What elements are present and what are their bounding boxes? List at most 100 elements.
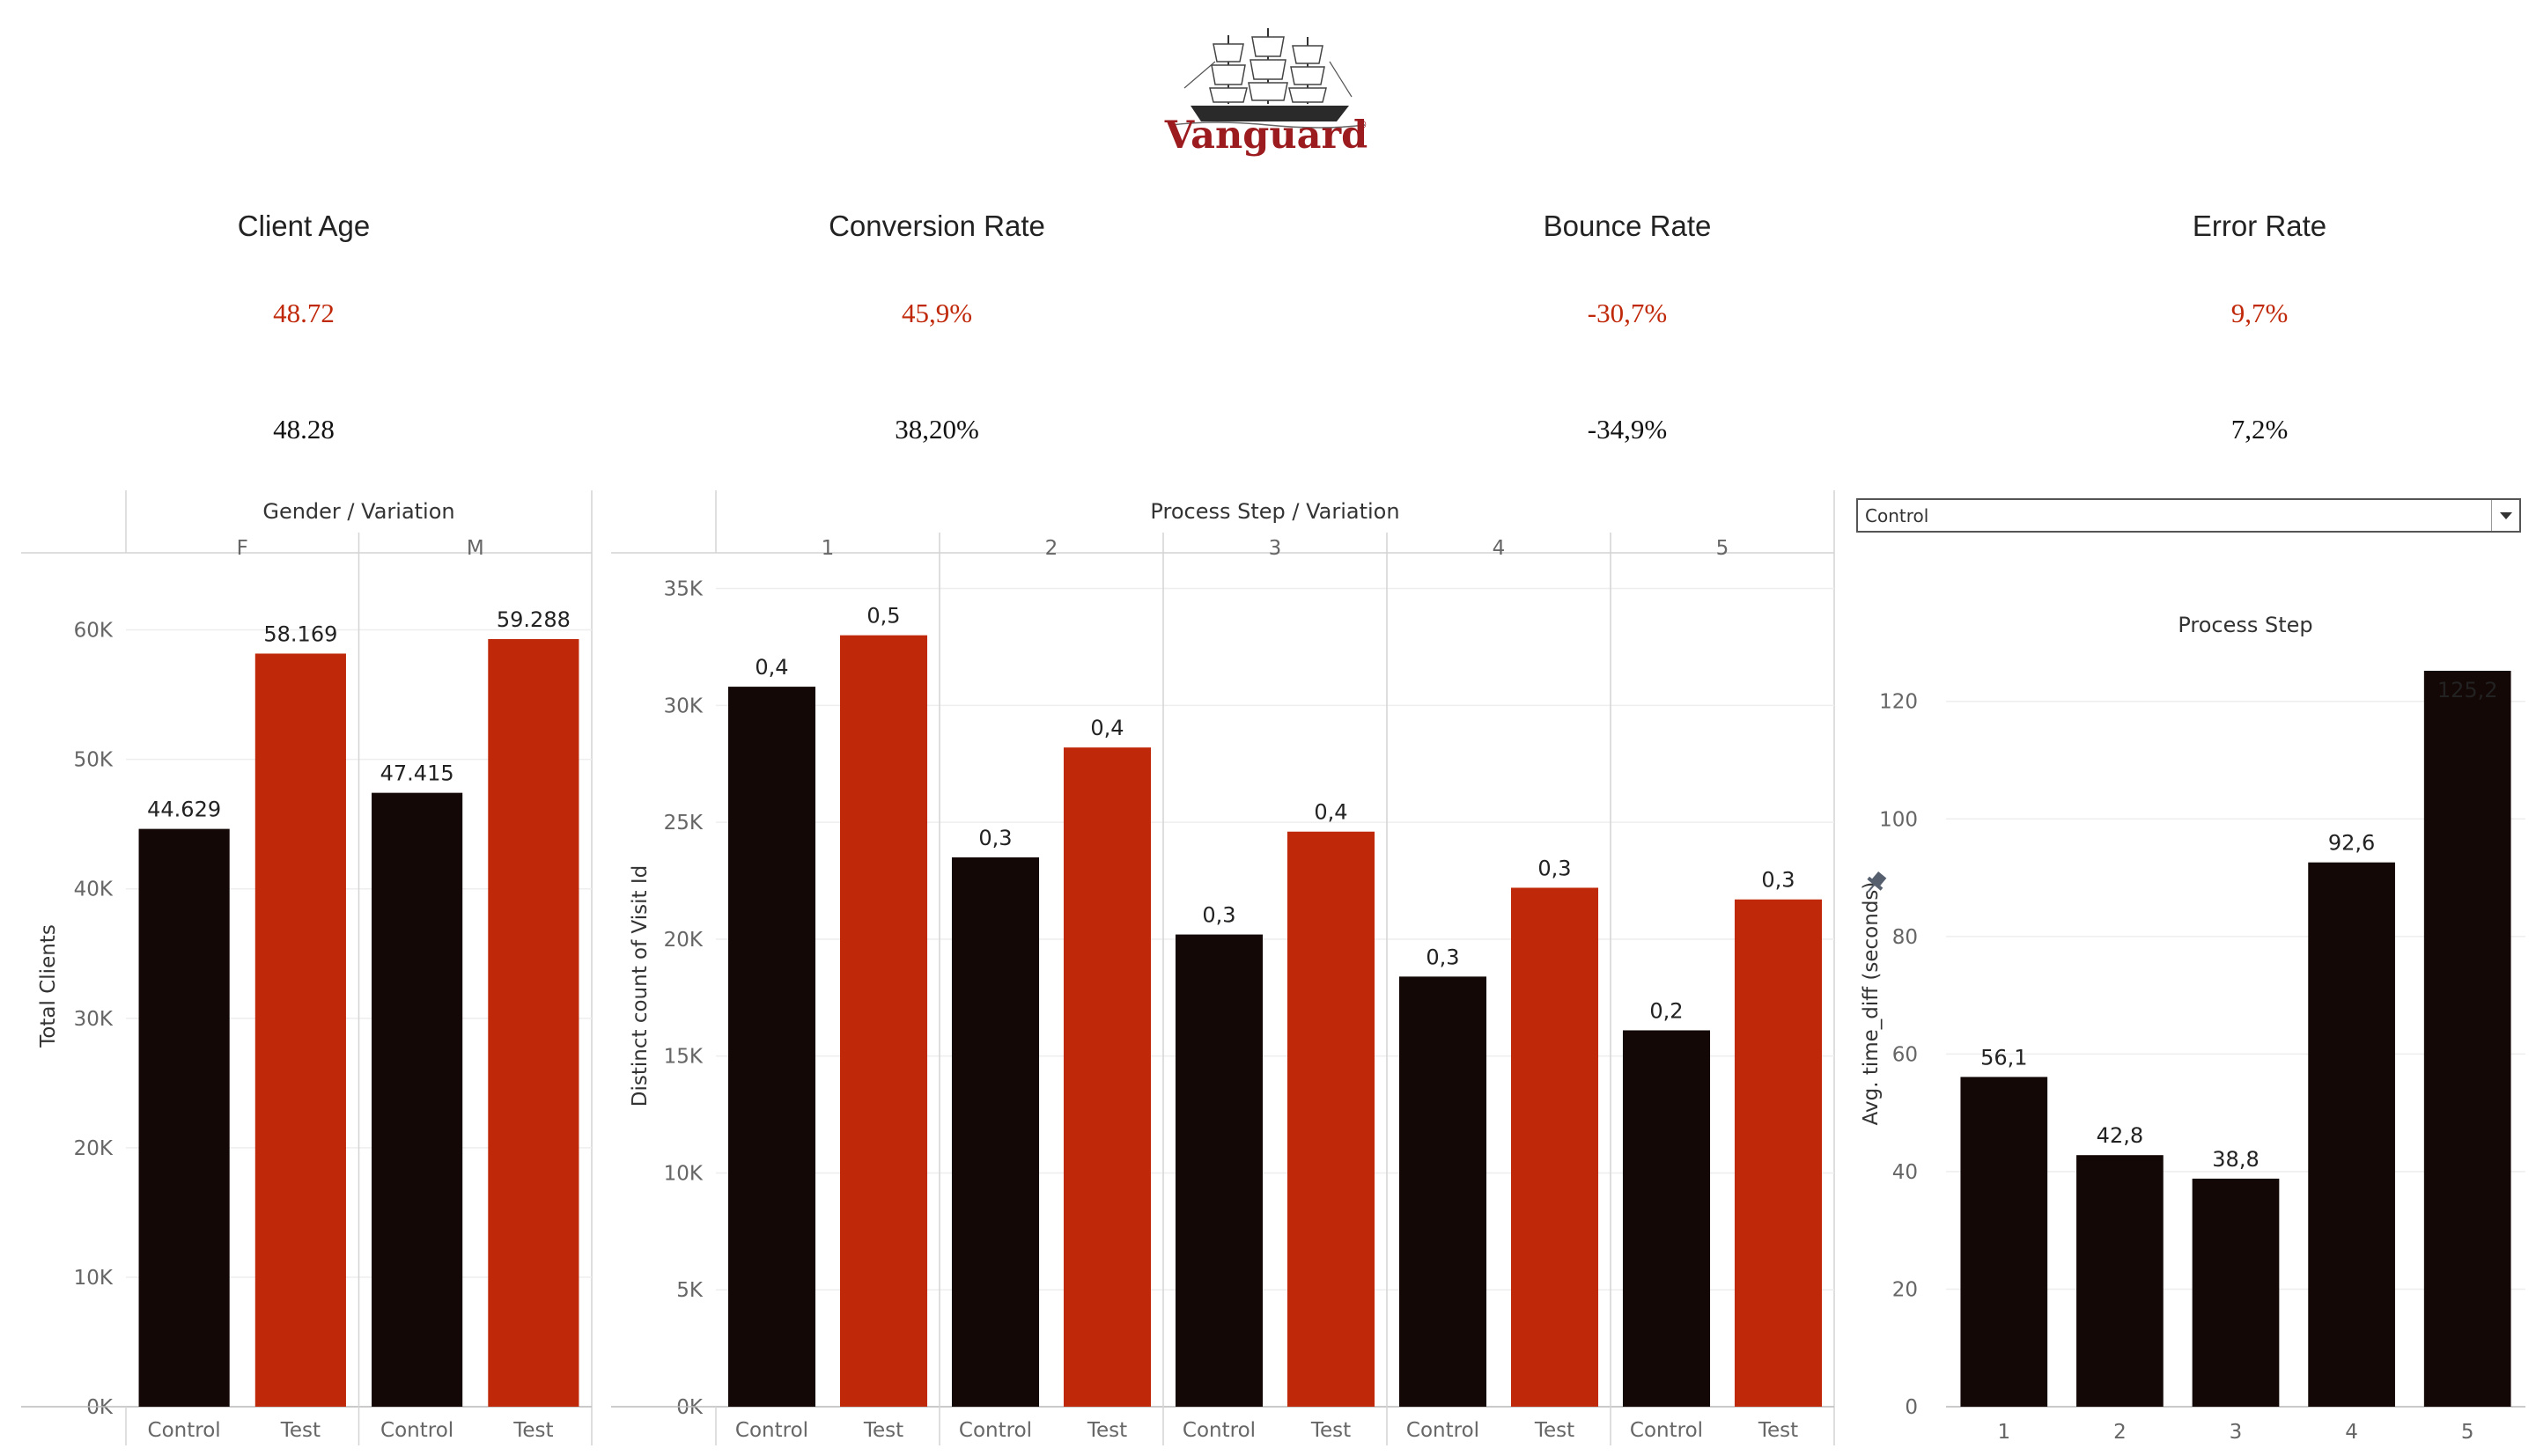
y-axis-title: Total Clients [37,924,60,1048]
data-label: 42,8 [2097,1123,2143,1148]
y-tick-label: 5K [676,1279,704,1302]
x-tick-label: Test [863,1419,903,1442]
bar-test[interactable] [1510,887,1599,1407]
bar-control[interactable] [1175,934,1264,1407]
kpi-panel: Client Age 48.72 48.28 Conversion Rate 45,9%… [238,210,2326,445]
group-5: 5 0,2 Control 0,3 Test [1610,533,1823,1445]
kpi-title: Bounce Rate [1544,210,1712,242]
chart-title: Process Step [2178,613,2312,637]
bar-step-3[interactable] [2192,1178,2280,1407]
data-label: 0,3 [978,826,1012,850]
process-step-variation-chart: Process Step / Variation 0K 5K 10K 15K 20K 25K… [611,490,1835,1445]
y-tick-label: 0K [86,1396,114,1419]
y-tick-label: 120 [1879,691,1918,714]
kpi-test-value: 9,7% [2231,298,2289,328]
group-label: F [237,537,248,560]
y-tick-label: 10K [664,1162,704,1185]
bar-control[interactable] [1622,1030,1711,1407]
y-tick-label: 40 [1892,1161,1918,1184]
pin-icon[interactable] [1861,869,1889,897]
data-label: 0,3 [1537,856,1571,880]
data-label: 0,4 [755,655,788,680]
group-label: M [467,537,484,560]
kpi-control-value: 48.28 [273,414,335,445]
data-label: 38,8 [2212,1147,2259,1172]
x-tick-label: Control [1183,1419,1256,1442]
kpi-card-2: Conversion Rate 45,9% 38,20% [829,210,1045,445]
data-label: 0,3 [1761,868,1795,893]
x-tick-label: 5 [2461,1421,2474,1444]
y-tick-label: 100 [1879,808,1918,831]
dropdown-toggle[interactable] [2491,500,2519,531]
y-tick-label: 20K [74,1137,114,1160]
chevron-down-icon [2499,511,2512,519]
data-label: 0,3 [1426,945,1459,969]
y-tick-label: 30K [74,1008,114,1031]
x-tick-label: Control [1630,1419,1703,1442]
x-tick-label: 4 [2345,1421,2358,1444]
x-tick-label: 3 [2230,1421,2243,1444]
bar-test[interactable] [839,635,928,1407]
kpi-test-value: 48.72 [273,298,335,328]
y-tick-label: 0K [676,1396,704,1419]
kpi-control-value: 38,20% [895,414,979,445]
bar-test[interactable] [1286,831,1375,1407]
y-tick-label: 15K [664,1046,704,1069]
data-label: 59.288 [497,607,571,632]
x-tick-label: 1 [1997,1421,2010,1444]
group-label: 2 [1045,537,1058,560]
bar-test[interactable] [1063,747,1152,1407]
bar-control[interactable] [951,857,1040,1407]
x-tick-label: Control [735,1419,808,1442]
bar-step-5[interactable] [2423,671,2511,1407]
group-label: 5 [1716,537,1729,560]
group-F: F 44.629 Control 58.169 Test [138,537,346,1442]
x-tick-label: Control [959,1419,1032,1442]
kpi-card-1: Client Age 48.72 48.28 [238,210,370,445]
y-tick-label: 60 [1892,1043,1918,1066]
bar-control[interactable] [1398,976,1487,1407]
bar-control[interactable] [372,792,463,1407]
avg-time-diff-chart: Process Step 0 20 40 60 80 100 120 Avg. time_dif… [1860,613,2525,1444]
group-label: 3 [1269,537,1282,560]
data-label: 0,2 [1649,998,1683,1023]
y-tick-label: 10K [74,1267,114,1290]
x-tick-label: Control [148,1419,221,1442]
bar-control[interactable] [138,828,230,1407]
y-tick-label: 50K [74,749,114,772]
y-axis-title: Avg. time_diff (seconds) [1860,882,1883,1126]
bar-test[interactable] [254,653,346,1407]
group-2: 2 0,3 Control 0,4 Test [939,533,1152,1445]
bar-step-4[interactable] [2308,862,2395,1407]
data-label: 125,2 [2437,678,2498,702]
kpi-card-3: Bounce Rate -30,7% -34,9% [1544,210,1712,445]
x-tick-label: Control [380,1419,453,1442]
data-label: 0,4 [1090,716,1124,740]
data-label: 92,6 [2328,831,2375,856]
bar-test[interactable] [1734,899,1823,1407]
data-label: 0,3 [1202,903,1235,928]
x-tick-label: Test [280,1419,321,1442]
group-4: 4 0,3 Control 0,3 Test [1386,533,1599,1445]
data-label: 58.169 [263,621,337,646]
bar-step-2[interactable] [2076,1155,2164,1407]
x-tick-label: Control [1406,1419,1479,1442]
data-label: 0,5 [866,604,900,629]
kpi-title: Error Rate [2193,210,2326,242]
x-tick-label: Test [1087,1419,1127,1442]
bar-step-1[interactable] [1960,1077,2048,1407]
group-label: 1 [822,537,835,560]
data-label: 0,4 [1314,800,1347,825]
group-3: 3 0,3 Control 0,4 Test [1162,533,1375,1445]
y-tick-label: 40K [74,879,114,901]
y-tick-label: 25K [664,812,704,835]
y-tick-label: 60K [74,620,114,643]
bar-test[interactable] [488,639,579,1407]
kpi-title: Conversion Rate [829,210,1045,242]
kpi-control-value: 7,2% [2231,414,2289,445]
group-M: M 47.415 Control 59.288 Test [358,533,579,1445]
group-label: 4 [1493,537,1506,560]
x-tick-label: Test [1758,1419,1798,1442]
variation-filter-dropdown[interactable]: Control [1856,498,2521,533]
bar-control[interactable] [727,687,816,1407]
